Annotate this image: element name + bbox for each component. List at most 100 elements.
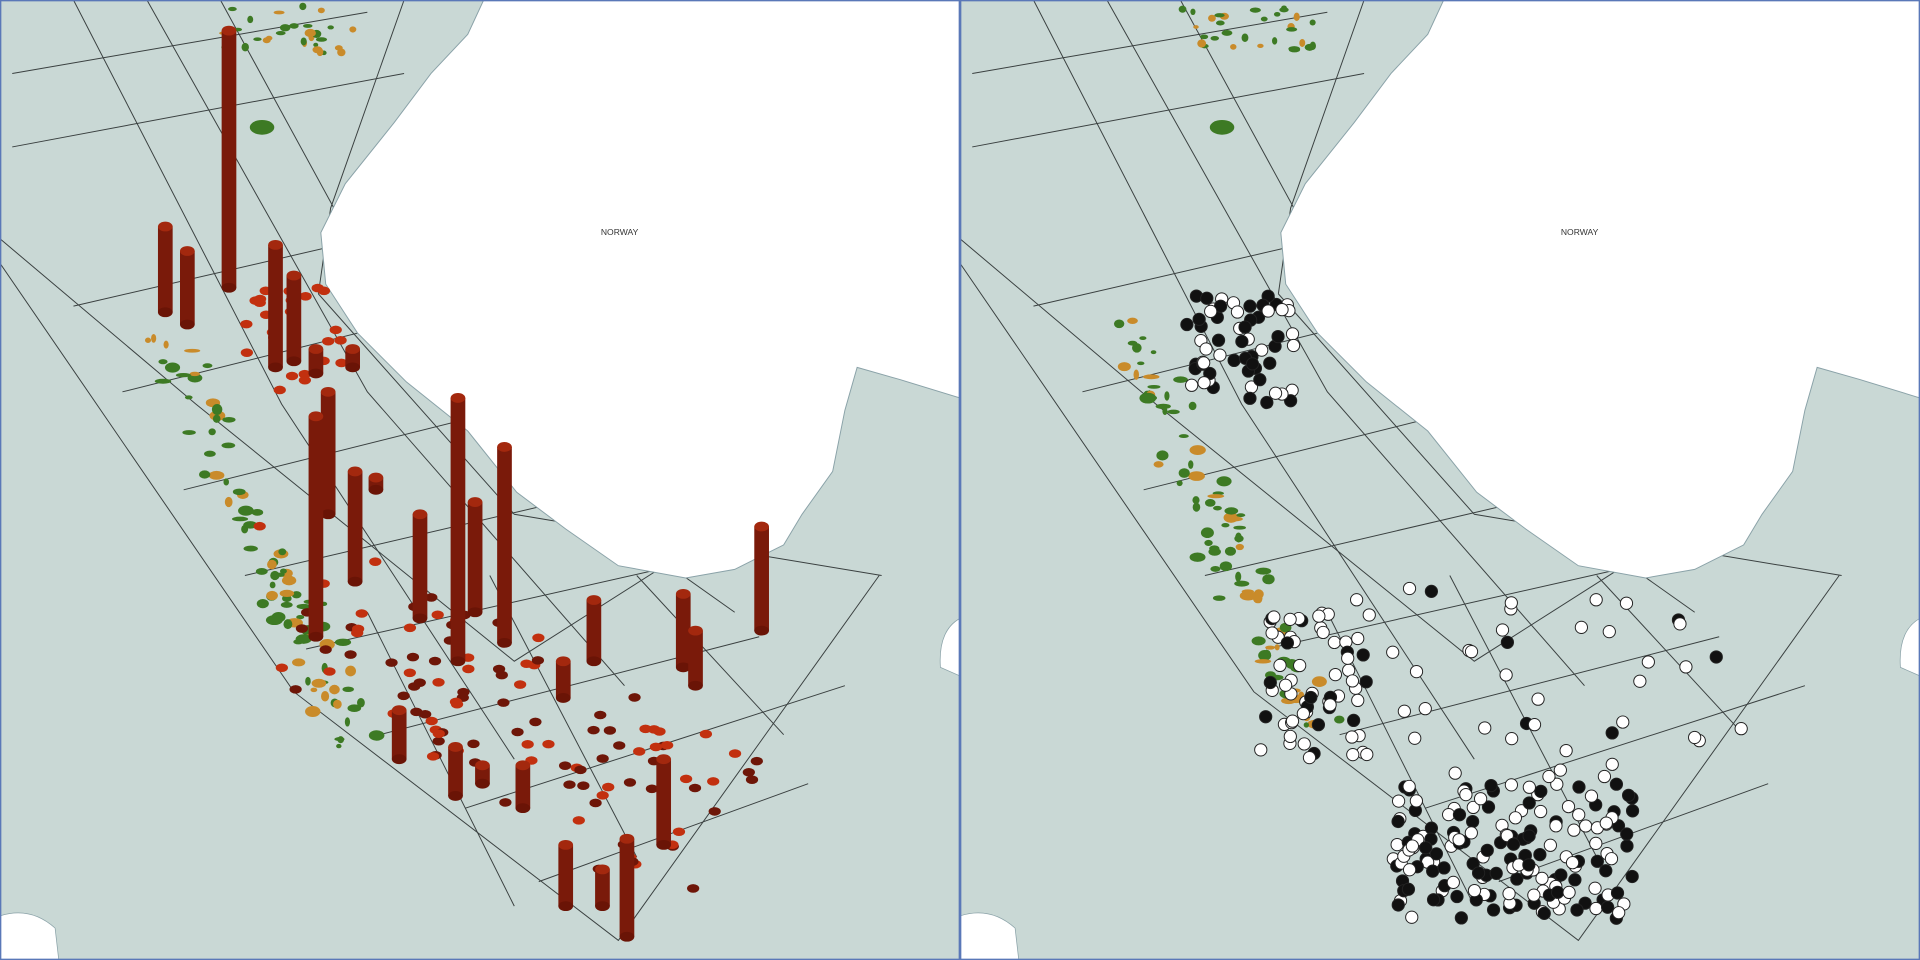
boundary-line (12, 11, 368, 74)
land-islet (1899, 617, 1920, 677)
field (238, 505, 254, 516)
well (1360, 747, 1374, 762)
well (1267, 610, 1281, 624)
disc (529, 717, 542, 727)
land-islet (939, 617, 961, 677)
cylinder-top (555, 656, 571, 667)
cylinder (754, 526, 769, 631)
field (1257, 43, 1264, 49)
field (1210, 35, 1220, 41)
well (1255, 343, 1269, 357)
field (1192, 502, 1201, 512)
well (1478, 721, 1492, 735)
well (1297, 737, 1311, 751)
well (1590, 854, 1604, 868)
well (1450, 889, 1464, 904)
well (1409, 664, 1424, 679)
field (1234, 580, 1250, 587)
field (1133, 369, 1140, 380)
field (1227, 516, 1243, 522)
cylinder-base (688, 680, 703, 691)
field (175, 372, 192, 378)
field (279, 24, 291, 32)
field (334, 45, 343, 51)
disc (708, 807, 721, 816)
cylinder-base (675, 662, 691, 673)
cylinder (180, 251, 195, 325)
disc (432, 729, 445, 738)
well (1504, 778, 1519, 792)
disc (462, 664, 475, 674)
well (1589, 593, 1603, 607)
panel-left: NORWAY (0, 0, 961, 960)
field (1239, 591, 1257, 601)
field (249, 120, 275, 135)
well (1263, 675, 1277, 690)
cylinder (268, 244, 283, 368)
disc (497, 698, 510, 707)
well (1359, 675, 1373, 689)
cylinder-base (286, 356, 302, 367)
disc (645, 784, 659, 794)
well (1486, 903, 1501, 917)
cylinder-top (515, 760, 531, 771)
field (1221, 523, 1230, 528)
field (334, 737, 345, 742)
field (347, 704, 362, 713)
field (317, 7, 325, 14)
well (1579, 819, 1593, 833)
field (289, 23, 299, 29)
cylinder (467, 502, 483, 613)
disc (319, 645, 332, 654)
field (1189, 552, 1206, 562)
cylinder-base (515, 803, 531, 814)
field (305, 676, 311, 686)
field (310, 687, 318, 693)
well (1589, 901, 1603, 916)
field (1251, 636, 1266, 646)
field (1164, 391, 1170, 401)
well (1437, 861, 1451, 875)
cylinder (157, 226, 173, 313)
well (1261, 304, 1275, 318)
well (1197, 376, 1211, 390)
well (1568, 873, 1582, 887)
field (1208, 14, 1216, 22)
disc (295, 624, 309, 633)
well (1238, 320, 1252, 334)
field (202, 363, 213, 369)
well (1562, 885, 1576, 900)
disc (403, 668, 416, 678)
field (1156, 450, 1169, 461)
field (1265, 645, 1275, 650)
panel-right: NORWAY (959, 0, 1920, 960)
disc (532, 633, 545, 643)
cylinder-base (221, 282, 237, 293)
boundary-line (317, 0, 405, 294)
well (1554, 868, 1568, 882)
disc (419, 709, 432, 719)
cylinder-top (368, 472, 384, 483)
well (1351, 631, 1365, 646)
disc (688, 783, 702, 793)
disc (335, 358, 348, 368)
well (1204, 304, 1218, 319)
well (1197, 356, 1211, 370)
well (1572, 808, 1586, 822)
cylinder-base (754, 625, 769, 636)
cylinder (345, 348, 360, 368)
disc (403, 623, 417, 633)
cylinder (688, 630, 703, 686)
field (1197, 39, 1207, 48)
field (316, 47, 324, 57)
cylinder (448, 746, 463, 796)
field (208, 428, 216, 436)
cylinder (475, 765, 490, 784)
well (1452, 808, 1467, 822)
boundary-line (306, 562, 686, 650)
field (1303, 722, 1310, 728)
disc (253, 294, 267, 304)
disc (589, 798, 602, 808)
cylinder-top (586, 595, 602, 605)
